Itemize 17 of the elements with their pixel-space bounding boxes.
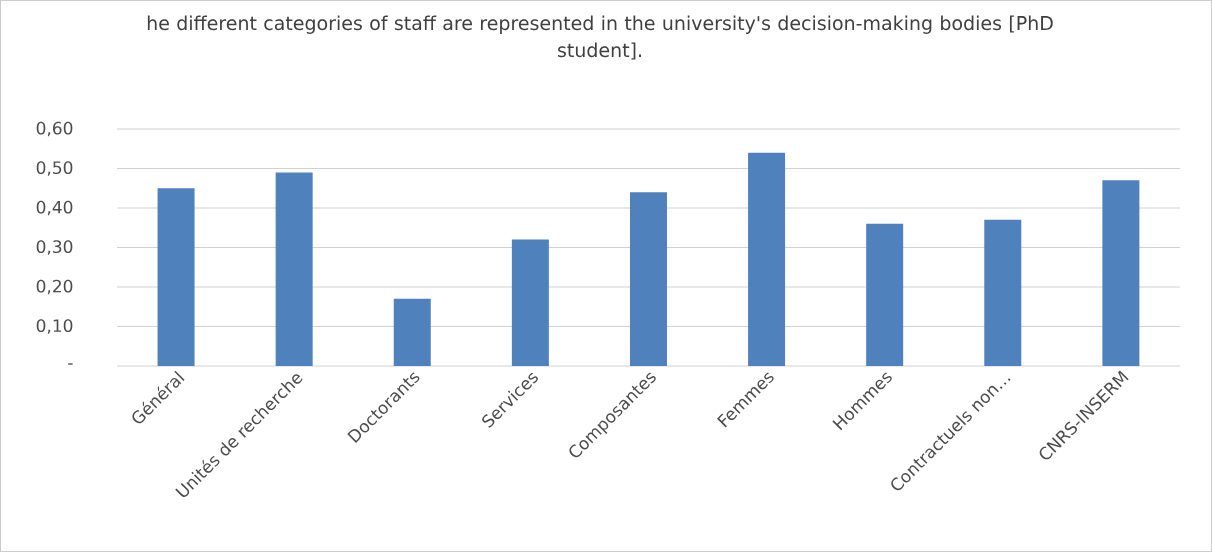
bar bbox=[629, 192, 667, 366]
bar bbox=[275, 172, 313, 366]
bar bbox=[511, 239, 549, 366]
bar bbox=[1102, 180, 1140, 366]
y-tick-label: 0,10 bbox=[36, 319, 73, 334]
bar bbox=[157, 188, 195, 366]
y-tick-label: 0,20 bbox=[36, 279, 73, 295]
y-tick-label: 0,40 bbox=[36, 200, 73, 216]
bar bbox=[866, 223, 904, 366]
y-tick-label: 0,30 bbox=[36, 240, 73, 255]
bar bbox=[393, 298, 431, 366]
bar bbox=[748, 152, 786, 366]
y-tick-label: - bbox=[68, 363, 73, 365]
chart-title: he different categories of staff are represented in the university's decision-making bodies [PhD student]. bbox=[147, 15, 1053, 60]
bar bbox=[984, 219, 1022, 366]
y-tick-label: 0,60 bbox=[36, 121, 73, 137]
y-tick-label: 0,50 bbox=[36, 161, 73, 176]
